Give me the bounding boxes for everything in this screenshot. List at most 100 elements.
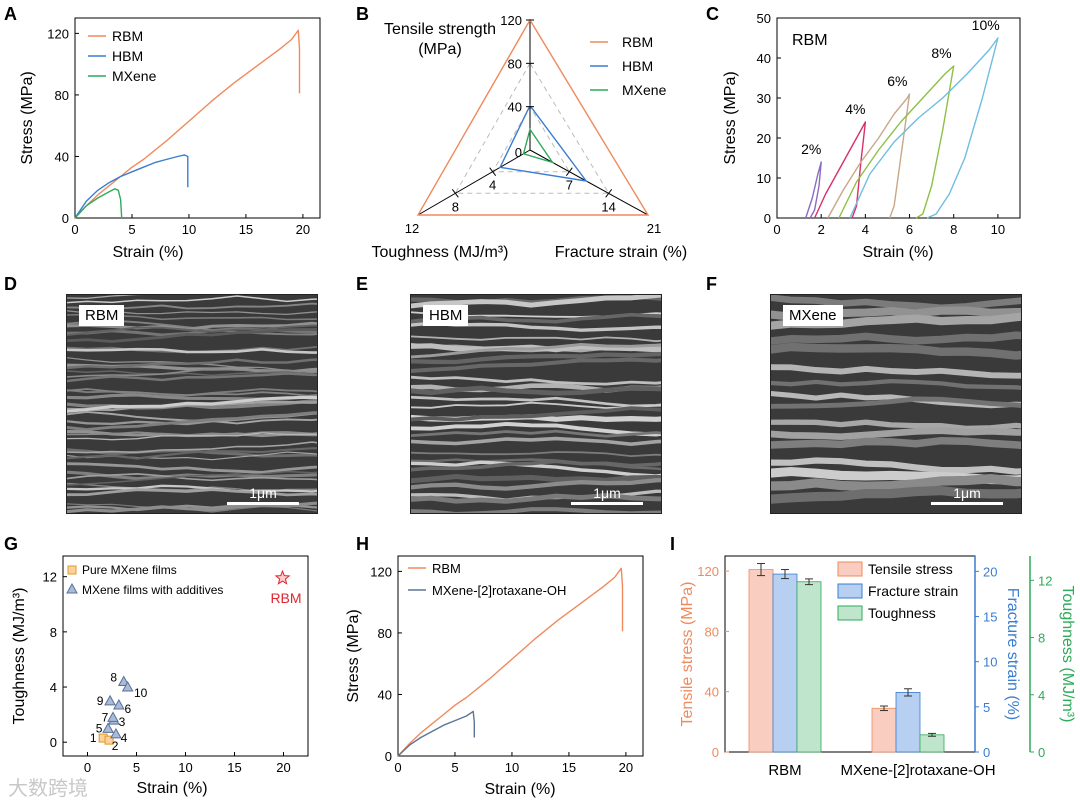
panel-g-xtick-label: 5 — [133, 760, 140, 775]
panel-c-xtick-label: 10 — [991, 222, 1005, 237]
panel-c-ytick-label: 30 — [757, 91, 771, 106]
sem-texture-rbm — [67, 295, 317, 513]
panel-b-right-tick — [605, 189, 613, 198]
sem-layer — [67, 441, 317, 454]
sem-layer — [771, 485, 1021, 504]
panel-b-top-tick-label: 120 — [500, 13, 522, 28]
sem-layer — [411, 436, 661, 447]
sem-layer — [411, 493, 661, 504]
panel-i-category-label: RBM — [768, 762, 801, 779]
panel-g-legend-pure: Pure MXene films — [82, 563, 177, 577]
scale-text-rbm: 1μm — [249, 485, 277, 501]
sem-layer — [67, 347, 317, 354]
panel-b-axis-label-toughness: Toughness (MJ/m³) — [372, 244, 509, 261]
panel-c-xtick-label: 6 — [906, 222, 913, 237]
panel-c-xtick-label: 2 — [818, 222, 825, 237]
sem-layer — [771, 436, 1021, 450]
panel-g-xtick-label: 0 — [84, 760, 91, 775]
panel-letter-e: E — [356, 274, 368, 294]
panel-i-left-tick-label: 0 — [712, 745, 719, 760]
panel-g-ytick-label: 12 — [43, 570, 57, 585]
panel-c-inset-label: RBM — [792, 32, 828, 49]
panel-b-legend-hbm: HBM — [622, 58, 653, 74]
panel-b-top-tick-label: 80 — [508, 56, 522, 71]
panel-b-left-tick — [489, 167, 497, 176]
panel-a-ytick-label: 80 — [55, 88, 69, 103]
sem-image-mxene: MXene 1μm — [770, 294, 1022, 514]
panel-h-frame — [397, 555, 644, 757]
panel-g-point-label: 8 — [110, 671, 117, 685]
panel-c-cycle-10pct — [849, 37, 999, 219]
panel-g-point-pure — [104, 735, 114, 745]
panel-g-xlabel: Strain (%) — [136, 780, 207, 797]
panel-b-series-mxene — [522, 127, 555, 164]
panel-h-ylabel: Stress (MPa) — [345, 609, 362, 702]
panel-i-legend-swatch — [837, 583, 863, 599]
panel-c-cycle-2pct — [805, 161, 822, 219]
panel-letter-f: F — [706, 274, 717, 294]
panel-g-legend-swatch-additive — [66, 582, 78, 594]
panel-g-xtick-label: 20 — [276, 760, 290, 775]
sem-layer — [411, 460, 661, 478]
panel-letter-c: C — [706, 4, 719, 24]
panel-b-grid-ring — [454, 62, 610, 194]
panel-i-bar-tensile-stress — [748, 569, 774, 753]
sem-layer — [771, 342, 1021, 360]
sem-layer — [411, 473, 661, 484]
sem-layer — [411, 477, 661, 491]
panel-i-mid-tick-label: 10 — [983, 655, 997, 670]
panel-c-frame — [776, 17, 1021, 219]
panel-h-legend-rotaxane: MXene-[2]rotaxane-OH — [432, 583, 566, 598]
sem-layer — [67, 370, 317, 377]
panel-b-grid-ring — [491, 105, 571, 173]
sem-layer — [411, 395, 661, 408]
sem-layer — [771, 457, 1021, 475]
sem-layer — [411, 507, 661, 513]
panel-g-point-label: 10 — [134, 686, 148, 700]
panel-i-right-tick-label: 12 — [1038, 573, 1052, 588]
panel-c-ylabel: Stress (MPa) — [722, 71, 739, 164]
panel-g-point-label: 2 — [112, 739, 119, 753]
sem-layer — [411, 357, 661, 374]
panel-b-axis-spoke — [529, 149, 649, 216]
panel-i-mid-tick-label: 20 — [983, 564, 997, 579]
panel-b-axis-label-fracture: Fracture strain (%) — [555, 244, 687, 261]
sem-layer — [67, 327, 317, 343]
panel-c-ytick-label: 50 — [757, 11, 771, 26]
sem-layer — [67, 432, 317, 441]
sem-label-mxene: MXene — [783, 305, 843, 326]
panel-a-xtick-label: 20 — [296, 222, 310, 237]
panel-c-xlabel: Strain (%) — [862, 244, 933, 261]
sem-layer — [67, 462, 317, 474]
panel-h-xtick-label: 0 — [394, 760, 401, 775]
panel-h-ytick-label: 40 — [378, 687, 392, 702]
panel-c-cycle-label: 6% — [887, 73, 907, 89]
panel-c-ytick-label: 20 — [757, 131, 771, 146]
panel-b-right-tick-label: 14 — [601, 199, 615, 214]
panel-g-ytick-label: 0 — [50, 735, 57, 750]
panel-i-legend-tensile-stress: Tensile stress — [868, 561, 953, 577]
panel-g-point-label: 6 — [125, 702, 132, 716]
panel-h-curve-rotaxane — [397, 710, 475, 757]
sem-layer — [67, 358, 317, 370]
panel-b-left-tick — [451, 189, 459, 198]
sem-label-hbm: HBM — [423, 305, 469, 326]
sem-layer — [67, 321, 317, 331]
sem-layer — [67, 372, 317, 383]
panel-h-ytick-label: 120 — [370, 564, 392, 579]
sem-layer — [411, 375, 661, 386]
panel-h-curve-rbm — [397, 567, 624, 757]
scale-bar-mxene: 1μm — [931, 485, 1003, 505]
panel-i-legend-swatch — [837, 605, 863, 621]
panel-c-xtick-label: 0 — [773, 222, 780, 237]
sem-layer — [411, 351, 661, 365]
panel-b-left-tick-label: 12 — [405, 221, 419, 236]
panel-a-ylabel: Stress (MPa) — [19, 71, 36, 164]
sem-layer — [771, 331, 1021, 345]
panel-c-cycle-4pct — [813, 121, 867, 219]
panel-i-right-tick-label: 4 — [1038, 688, 1045, 703]
panel-g-ytick-label: 8 — [50, 625, 57, 640]
panel-b-series-rbm — [416, 18, 650, 216]
panel-letter-i: I — [670, 534, 675, 554]
panel-g-legend-additive: MXene films with additives — [82, 583, 223, 597]
